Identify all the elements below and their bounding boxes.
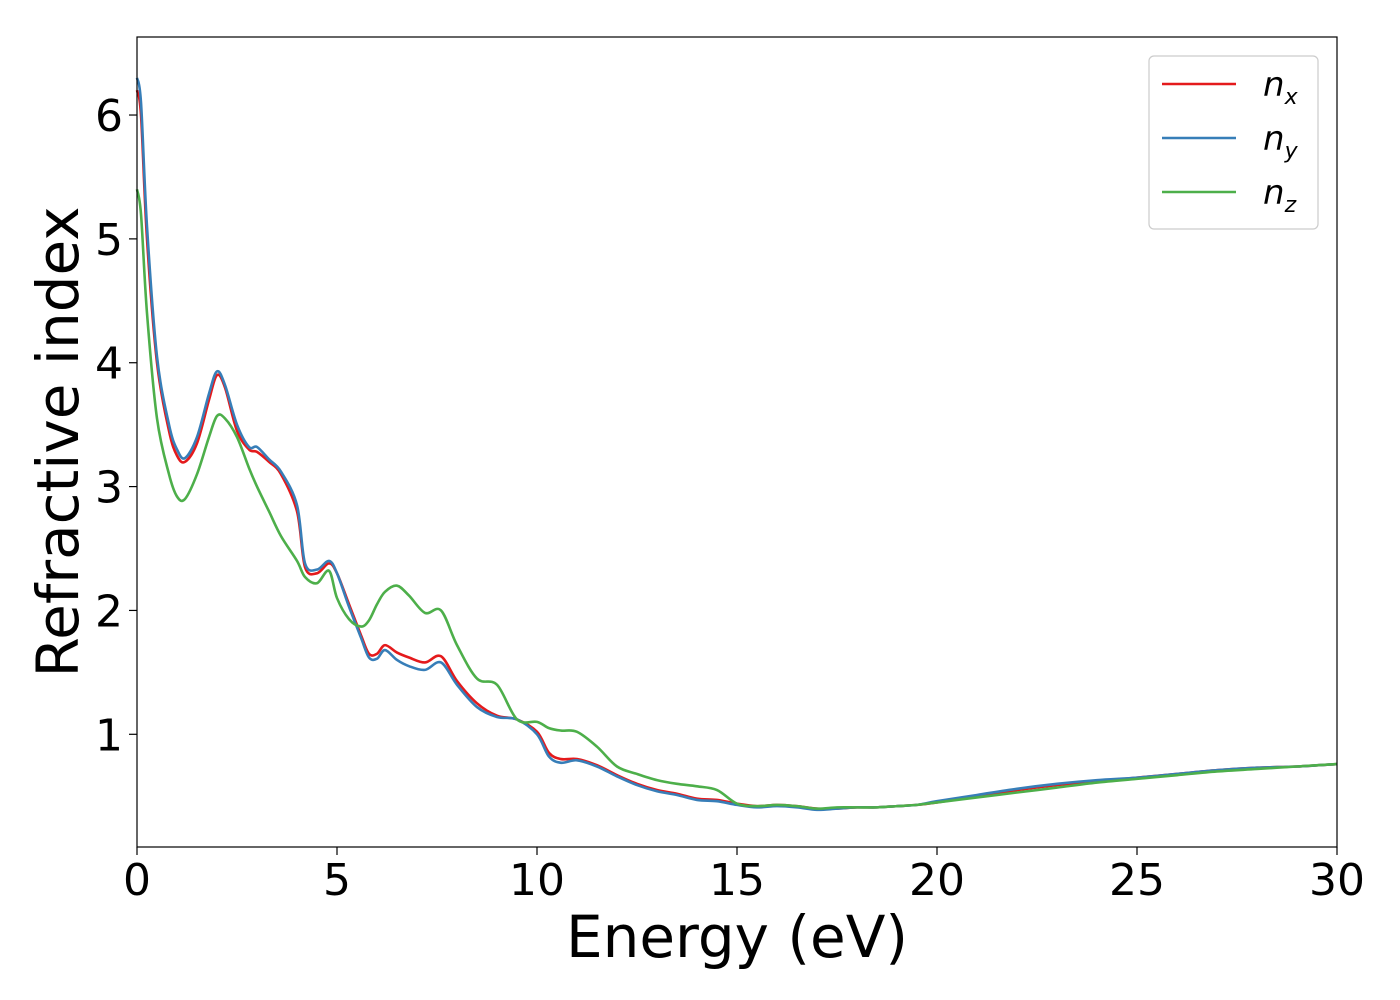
legend-box — [1148, 55, 1319, 230]
y-tick-label: 3 — [95, 463, 123, 514]
legend-label-n-x: nx — [1263, 65, 1299, 110]
x-axis-label: Energy (eV) — [566, 903, 908, 971]
legend-label-n-z: nz — [1263, 173, 1297, 218]
y-tick-label: 2 — [95, 586, 123, 637]
y-axis: 1 2 3 4 5 6 — [95, 91, 137, 761]
legend: nx ny nz — [1148, 55, 1319, 230]
y-tick-label: 6 — [95, 91, 123, 142]
x-tick-label: 5 — [323, 855, 351, 906]
legend-label-n-y: ny — [1263, 119, 1299, 164]
y-tick-label: 4 — [95, 339, 123, 390]
plot-area-background — [137, 37, 1337, 847]
x-tick-label: 15 — [709, 855, 765, 906]
y-tick-label: 5 — [95, 215, 123, 266]
x-tick-label: 20 — [909, 855, 965, 906]
x-tick-label: 0 — [123, 855, 151, 906]
x-tick-label: 10 — [509, 855, 565, 906]
y-tick-label: 1 — [95, 710, 123, 761]
x-axis: 0 5 10 15 20 25 30 — [123, 847, 1365, 906]
series-layer — [135, 77, 1338, 812]
x-tick-label: 30 — [1309, 855, 1365, 906]
y-axis-label: Refractive index — [24, 206, 92, 677]
series-line-n-z — [135, 189, 1338, 810]
x-tick-label: 25 — [1109, 855, 1165, 906]
